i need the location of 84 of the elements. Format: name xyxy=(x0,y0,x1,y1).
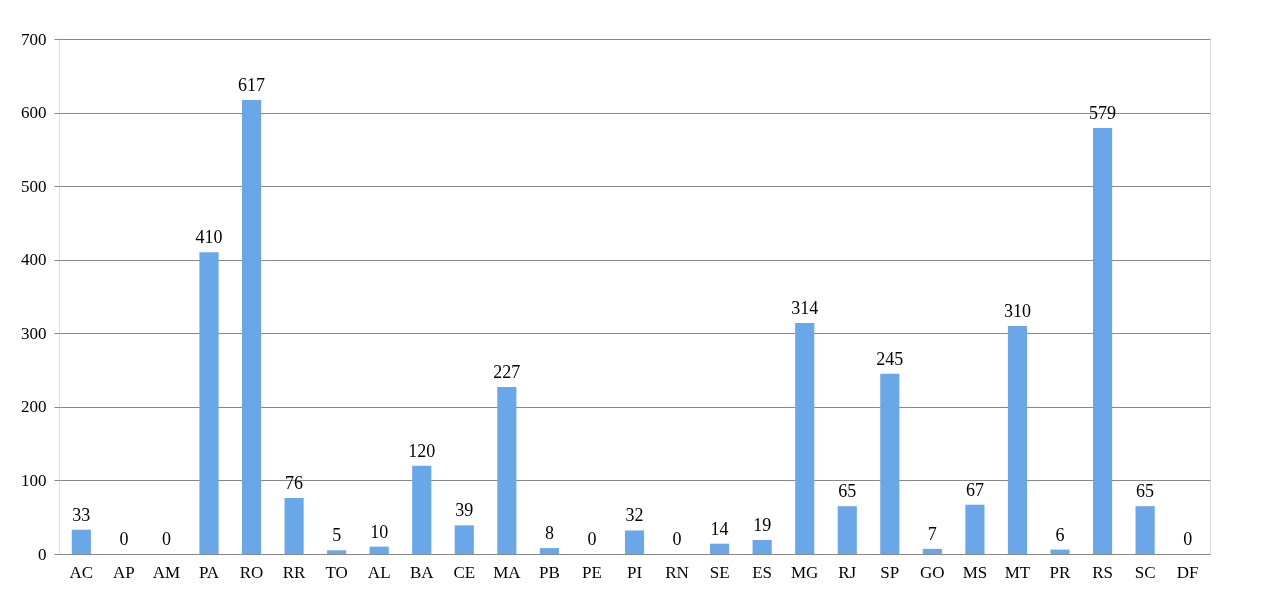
x-tick-label: AC xyxy=(69,562,94,582)
data-label: 65 xyxy=(838,481,857,502)
x-tick-label: PA xyxy=(198,562,220,582)
bar xyxy=(284,498,304,554)
bar xyxy=(1050,549,1070,554)
y-tick-label: 400 xyxy=(21,250,47,270)
x-tick-label: PE xyxy=(582,562,602,582)
x-tick-label: DF xyxy=(1176,562,1199,582)
y-tick-label: 100 xyxy=(21,470,47,490)
data-label: 0 xyxy=(672,529,682,549)
x-tick-label: MA xyxy=(493,562,522,582)
bar xyxy=(880,373,900,554)
data-label: 6 xyxy=(1055,524,1065,545)
bar xyxy=(1007,325,1028,554)
data-label: 65 xyxy=(1136,481,1155,502)
data-label: 0 xyxy=(587,529,597,549)
x-tick-label: SP xyxy=(880,562,900,582)
y-tick-label: 500 xyxy=(21,176,47,196)
bar xyxy=(922,548,942,554)
x-tick-label: MT xyxy=(1004,562,1031,582)
data-label: 67 xyxy=(965,479,984,500)
x-tick-label: MG xyxy=(791,562,819,582)
y-tick-label: 200 xyxy=(21,397,47,417)
data-label: 0 xyxy=(161,529,171,549)
x-tick-label: AL xyxy=(367,562,391,582)
data-label: 7 xyxy=(927,523,937,544)
x-tick-label: RJ xyxy=(838,562,857,582)
x-tick-label: PB xyxy=(539,562,560,582)
x-tick-label: PI xyxy=(626,562,643,582)
bar xyxy=(752,540,772,554)
x-tick-label: PR xyxy=(1049,562,1072,582)
bar xyxy=(710,543,730,554)
bar xyxy=(1092,128,1113,554)
data-label: 617 xyxy=(238,75,266,96)
x-tick-label: SC xyxy=(1134,562,1156,582)
bar xyxy=(965,504,985,554)
bar xyxy=(71,529,91,554)
y-tick-label: 700 xyxy=(21,29,47,49)
bar xyxy=(454,525,474,554)
x-tick-label: GO xyxy=(920,562,945,582)
data-label: 120 xyxy=(408,440,436,461)
x-tick-label: SE xyxy=(709,562,730,582)
data-label: 76 xyxy=(285,473,304,494)
data-label: 227 xyxy=(493,361,521,382)
x-tick-label: RO xyxy=(239,562,264,582)
data-label: 8 xyxy=(544,523,554,544)
data-label: 39 xyxy=(455,500,474,521)
bar xyxy=(369,546,389,554)
data-label: 5 xyxy=(332,525,342,546)
data-label: 314 xyxy=(791,297,819,318)
bar xyxy=(327,550,347,554)
bar xyxy=(624,530,645,554)
x-tick-label: TO xyxy=(325,562,348,582)
bar xyxy=(795,322,815,554)
x-tick-label: ES xyxy=(752,562,773,582)
bar xyxy=(497,386,517,554)
x-tick-label: RS xyxy=(1092,562,1113,582)
data-label: 33 xyxy=(72,504,91,525)
x-tick-label: RR xyxy=(282,562,307,582)
y-tick-label: 600 xyxy=(21,103,47,123)
bar xyxy=(539,548,559,554)
bar xyxy=(837,506,857,554)
data-label: 32 xyxy=(625,505,644,526)
bar xyxy=(241,100,262,554)
bar xyxy=(1135,506,1155,554)
data-label: 410 xyxy=(195,227,223,248)
y-tick-label: 0 xyxy=(38,544,47,564)
x-tick-label: MS xyxy=(962,562,988,582)
x-tick-label: AM xyxy=(152,562,181,582)
bar xyxy=(199,252,219,554)
x-tick-label: RN xyxy=(665,562,689,582)
data-label: 0 xyxy=(119,529,129,549)
bar xyxy=(412,465,432,554)
x-tick-label: AP xyxy=(113,562,135,582)
y-tick-label: 300 xyxy=(21,323,47,343)
x-tick-label: CE xyxy=(453,562,476,582)
data-label: 0 xyxy=(1183,529,1193,549)
data-label: 10 xyxy=(370,521,389,542)
data-label: 310 xyxy=(1003,300,1031,321)
x-tick-label: BA xyxy=(409,562,435,582)
data-label: 579 xyxy=(1089,103,1117,124)
data-label: 245 xyxy=(876,348,904,369)
data-label: 19 xyxy=(753,515,772,536)
data-label: 14 xyxy=(710,518,729,539)
